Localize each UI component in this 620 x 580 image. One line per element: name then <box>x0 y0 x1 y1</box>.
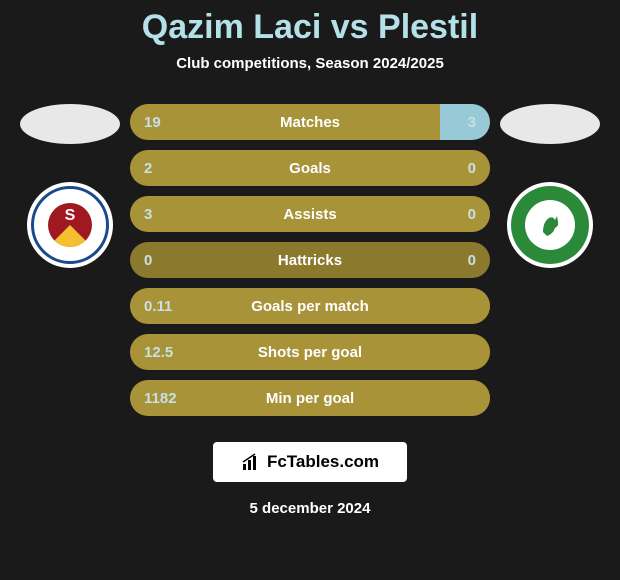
stats-area: S 19Matches32Goals03Assists00Hattricks00… <box>0 104 620 416</box>
subtitle: Club competitions, Season 2024/2025 <box>176 55 444 72</box>
stat-label: Matches <box>130 114 490 131</box>
stat-row: 12.5Shots per goal <box>130 334 490 370</box>
left-team-logo: S <box>27 182 113 268</box>
sparta-letter: S <box>65 207 76 225</box>
stat-label: Min per goal <box>130 390 490 407</box>
sparta-inner: S <box>48 203 92 247</box>
left-avatar-placeholder <box>20 104 120 144</box>
kangaroo-icon <box>533 208 567 242</box>
stat-label: Goals <box>130 160 490 177</box>
stat-row: 19Matches3 <box>130 104 490 140</box>
stats-column: 19Matches32Goals03Assists00Hattricks00.1… <box>130 104 490 416</box>
branding-badge[interactable]: FcTables.com <box>213 442 407 482</box>
stat-row: 1182Min per goal <box>130 380 490 416</box>
stat-right-value: 0 <box>468 206 476 223</box>
sparta-ring: S <box>31 186 109 264</box>
page-title: Qazim Laci vs Plestil <box>142 8 478 47</box>
bohemians-circle <box>511 186 589 264</box>
date-label: 5 december 2024 <box>250 500 371 517</box>
right-column <box>490 104 610 268</box>
right-team-logo <box>507 182 593 268</box>
bohemians-inner <box>525 200 575 250</box>
stat-label: Assists <box>130 206 490 223</box>
stat-label: Shots per goal <box>130 344 490 361</box>
stat-label: Goals per match <box>130 298 490 315</box>
stat-right-value: 0 <box>468 252 476 269</box>
stat-row: 0.11Goals per match <box>130 288 490 324</box>
main-container: Qazim Laci vs Plestil Club competitions,… <box>0 0 620 580</box>
sparta-triangle <box>48 225 92 247</box>
right-avatar-placeholder <box>500 104 600 144</box>
left-column: S <box>10 104 130 268</box>
stat-label: Hattricks <box>130 252 490 269</box>
branding-text: FcTables.com <box>267 452 379 472</box>
stat-row: 0Hattricks0 <box>130 242 490 278</box>
stat-row: 2Goals0 <box>130 150 490 186</box>
chart-icon <box>241 452 261 472</box>
stat-right-value: 0 <box>468 160 476 177</box>
stat-right-value: 3 <box>468 114 476 131</box>
stat-row: 3Assists0 <box>130 196 490 232</box>
